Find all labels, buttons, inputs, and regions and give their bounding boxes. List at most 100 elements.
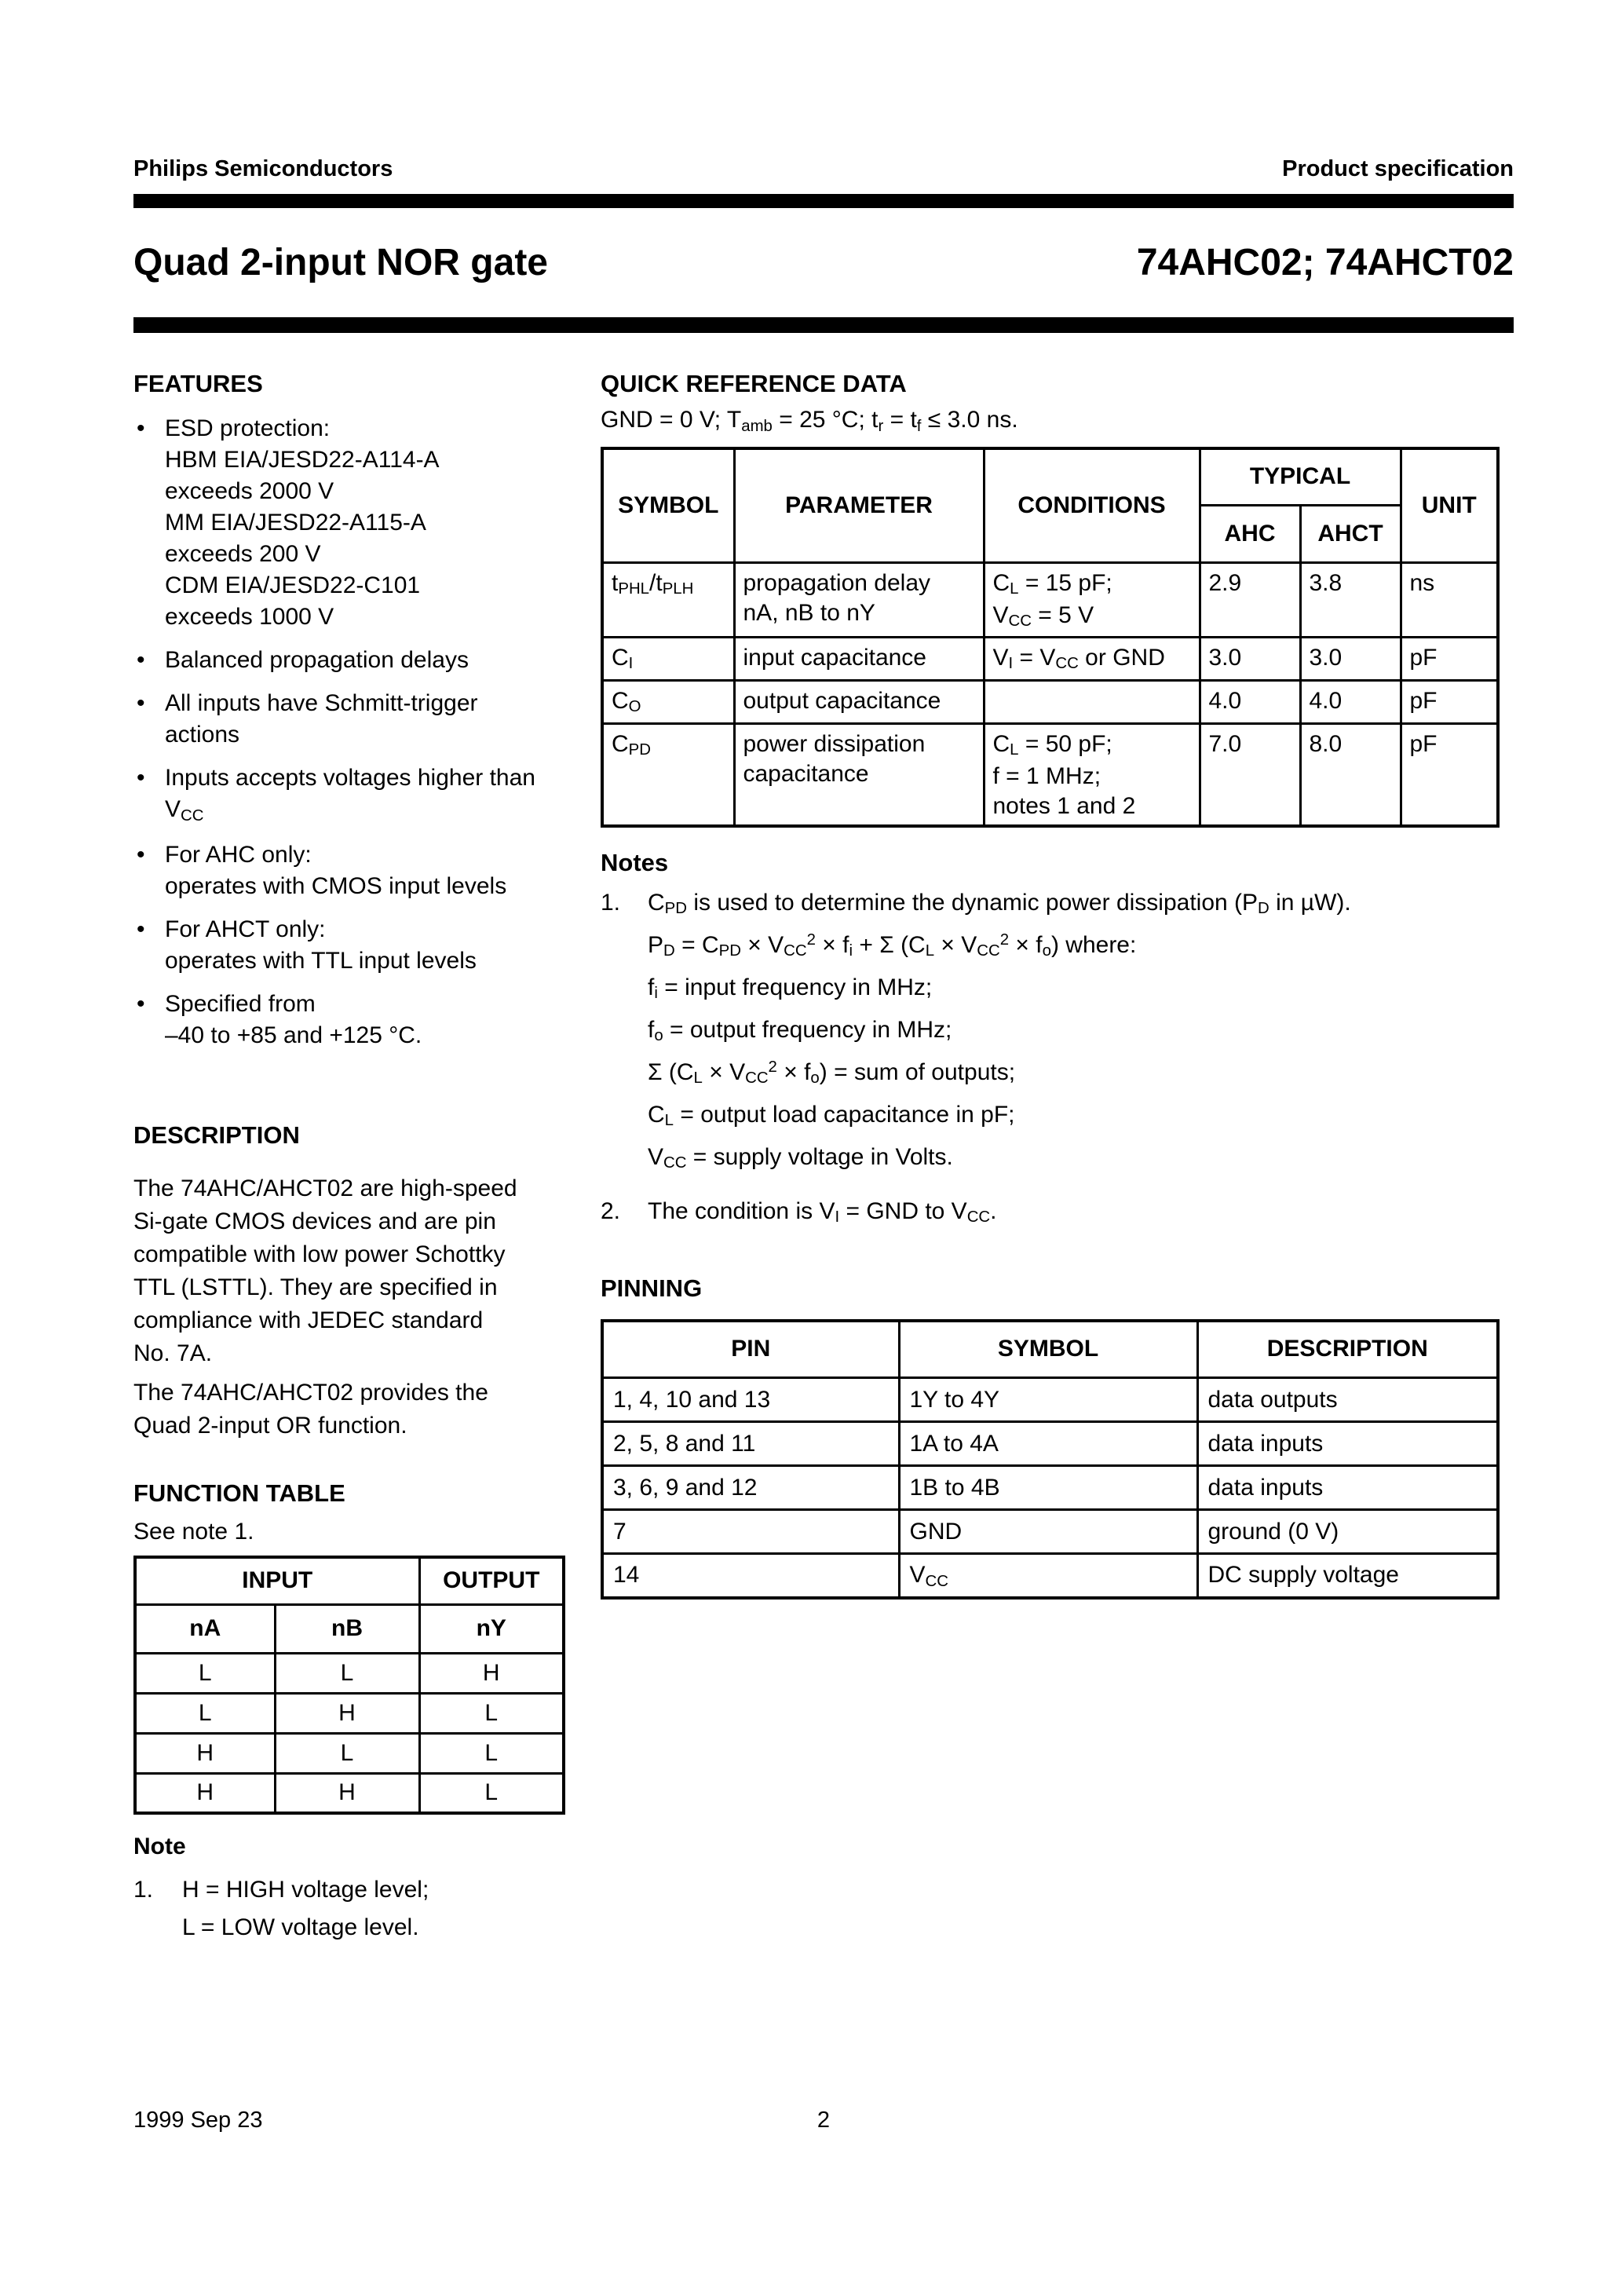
qrd-header-unit: UNIT <box>1399 447 1500 564</box>
function-table-input-header: INPUT <box>133 1556 421 1606</box>
pinning-header-description: DESCRIPTION <box>1196 1319 1500 1379</box>
pinning-table: PIN SYMBOL DESCRIPTION 1, 4, 10 and 13 1… <box>601 1318 1500 1600</box>
function-cell: H <box>133 1771 276 1815</box>
text-line: HBM EIA/JESD22-A114-A <box>165 447 440 473</box>
text-line: output capacitance <box>743 687 941 714</box>
table-row: L H L <box>133 1691 565 1735</box>
text-line: ESD protection: <box>165 415 331 441</box>
qrd-conditions-cell: CL = 15 pF; VCC = 5 V <box>982 561 1201 638</box>
qrd-header-conditions: CONDITIONS <box>982 447 1201 564</box>
function-cell: L <box>418 1731 565 1775</box>
function-cell: L <box>273 1731 421 1775</box>
text-line: power dissipation <box>743 730 926 757</box>
function-table-output-header: OUTPUT <box>418 1556 565 1606</box>
text-line: The condition is VI = GND to VCC. <box>648 1197 997 1227</box>
text-line: CL = 15 pF; <box>992 569 1112 598</box>
qrd-header-ahct: AHCT <box>1299 503 1402 564</box>
feature-item: All inputs have Schmitt-trigger actions <box>133 688 570 751</box>
qrd-ahc-cell: 2.9 <box>1198 561 1302 638</box>
text-line: CPD <box>612 730 651 759</box>
qrd-header-symbol: SYMBOL <box>601 447 736 564</box>
qrd-ahc-cell: 4.0 <box>1198 678 1302 725</box>
note-item: 1. H = HIGH voltage level; L = LOW volta… <box>133 1871 570 1947</box>
text-line: input capacitance <box>743 644 927 671</box>
text-line: Specified from <box>165 991 316 1017</box>
qrd-ahc-cell: 7.0 <box>1198 722 1302 827</box>
function-cell: H <box>273 1771 421 1815</box>
quick-reference-table: SYMBOL PARAMETER CONDITIONS TYPICAL UNIT… <box>601 447 1500 828</box>
pin-cell: 3, 6, 9 and 12 <box>601 1464 901 1511</box>
text-line: L = LOW voltage level. <box>182 1914 419 1940</box>
footer-page-number: 2 <box>816 2108 831 2133</box>
qrd-symbol-cell: CI <box>601 635 736 682</box>
title-rule <box>133 317 1514 333</box>
text-line: Balanced propagation delays <box>165 647 469 673</box>
right-column: QUICK REFERENCE DATA GND = 0 V; Tamb = 2… <box>601 371 1515 1600</box>
symbol-cell: 1A to 4A <box>897 1420 1199 1467</box>
text-line: H = HIGH voltage level; <box>182 1877 429 1903</box>
qrd-ahct-cell: 8.0 <box>1299 722 1402 827</box>
function-cell: L <box>273 1651 421 1695</box>
pin-cell: 2, 5, 8 and 11 <box>601 1420 901 1467</box>
table-row: H L L <box>133 1731 565 1775</box>
symbol-cell: VCC <box>897 1552 1199 1599</box>
quick-reference-heading: QUICK REFERENCE DATA <box>601 370 907 397</box>
text-line: No. 7A. <box>133 1340 213 1366</box>
test-conditions-line: GND = 0 V; Tamb = 25 °C; tr = tf ≤ 3.0 n… <box>601 407 1018 435</box>
pinning-heading: PINNING <box>601 1274 703 1302</box>
text-line: nA, nB to nY <box>743 599 875 626</box>
text-line: Σ (CL × VCC2 × fo) = sum of outputs; <box>648 1058 1016 1088</box>
text-line: CDM EIA/JESD22-C101 <box>165 572 421 598</box>
function-table: INPUT OUTPUT nA nB nY L L H L H L H L L <box>133 1556 565 1815</box>
qrd-ahct-cell: 4.0 <box>1299 678 1402 725</box>
text-line: 7.0 <box>1208 730 1242 757</box>
description-cell: data inputs <box>1196 1464 1500 1511</box>
note-body: CPD is used to determine the dynamic pow… <box>648 889 1515 1174</box>
qrd-conditions-cell: VI = VCC or GND <box>982 635 1201 682</box>
text-line: VI = VCC or GND <box>992 644 1165 673</box>
text-line: 3.8 <box>1309 569 1343 596</box>
table-row: CI input capacitance VI = VCC or GND 3.0… <box>601 635 1500 682</box>
qrd-symbol-cell: tPHL/tPLH <box>601 561 736 638</box>
text-line: 4.0 <box>1309 687 1343 714</box>
description-cell: data inputs <box>1196 1420 1500 1467</box>
text-line: The 74AHC/AHCT02 provides the <box>133 1380 488 1406</box>
qrd-parameter-cell: propagation delay nA, nB to nY <box>732 561 985 638</box>
text-line: Inputs accepts voltages higher than <box>165 765 535 791</box>
text-line: fi = input frequency in MHz; <box>648 974 933 1003</box>
qrd-unit-cell: pF <box>1399 635 1500 682</box>
table-row: tPHL/tPLH propagation delay nA, nB to nY… <box>601 561 1500 638</box>
qrd-parameter-cell: output capacitance <box>732 678 985 725</box>
symbol-cell: GND <box>897 1508 1199 1555</box>
feature-item: Balanced propagation delays <box>133 645 570 676</box>
text-line: operates with CMOS input levels <box>165 873 507 899</box>
text-line: Si-gate CMOS devices and are pin <box>133 1208 496 1234</box>
text-line: 3.0 <box>1309 644 1343 671</box>
qrd-ahc-cell: 3.0 <box>1198 635 1302 682</box>
text-line: operates with TTL input levels <box>165 948 477 974</box>
table-row: L L H <box>133 1651 565 1695</box>
qrd-ahct-cell: 3.8 <box>1299 561 1402 638</box>
pinning-header-symbol: SYMBOL <box>897 1319 1199 1379</box>
text-line: –40 to +85 and +125 °C. <box>165 1022 422 1048</box>
table-row: 2, 5, 8 and 11 1A to 4A data inputs <box>601 1420 1500 1467</box>
text-line: CI <box>612 644 634 673</box>
qrd-ahct-cell: 3.0 <box>1299 635 1402 682</box>
text-line: MM EIA/JESD22-A115-A <box>165 510 426 536</box>
text-line: actions <box>165 722 240 748</box>
qrd-unit-cell: ns <box>1399 561 1500 638</box>
text-line: exceeds 2000 V <box>165 478 334 504</box>
title-row: Quad 2-input NOR gate 74AHC02; 74AHCT02 <box>133 242 1514 284</box>
qrd-header-parameter: PARAMETER <box>732 447 985 564</box>
function-table-col: nA <box>133 1603 276 1654</box>
text-line: exceeds 1000 V <box>165 604 334 630</box>
note-heading: Note <box>133 1834 186 1859</box>
text-line: capacitance <box>743 760 869 787</box>
qrd-symbol-cell: CPD <box>601 722 736 827</box>
qrd-parameter-cell: power dissipation capacitance <box>732 722 985 827</box>
feature-item: For AHC only: operates with CMOS input l… <box>133 839 570 902</box>
qrd-symbol-cell: CO <box>601 678 736 725</box>
left-column: FEATURES ESD protection: HBM EIA/JESD22-… <box>133 371 570 1947</box>
pinning-header-pin: PIN <box>601 1319 901 1379</box>
text-line: compatible with low power Schottky <box>133 1241 506 1267</box>
